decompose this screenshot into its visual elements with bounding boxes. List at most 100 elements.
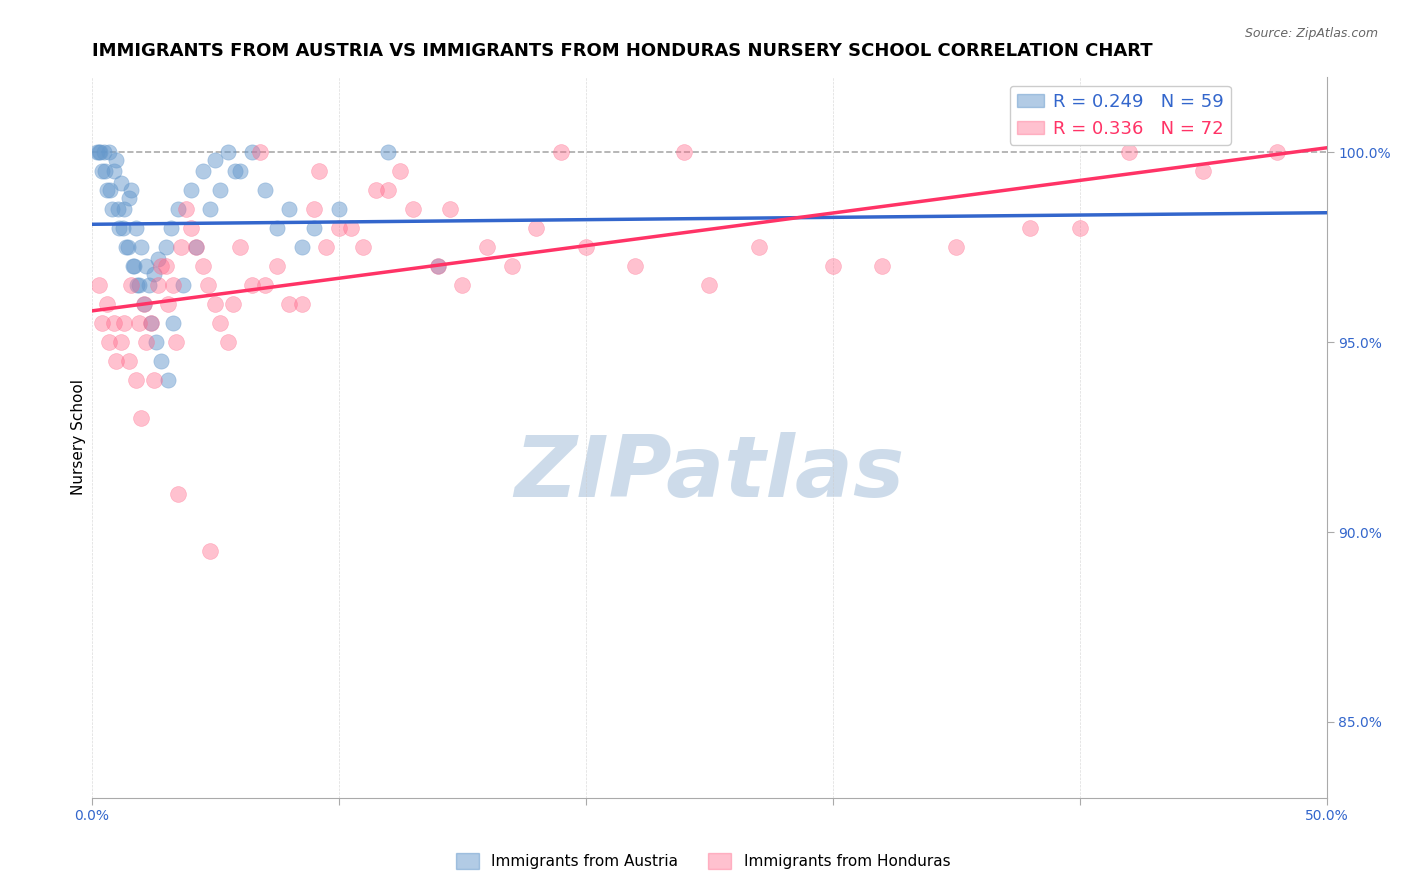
Point	[118, 354, 141, 368]
Point	[439, 202, 461, 217]
Point	[945, 240, 967, 254]
Text: ZIPatlas: ZIPatlas	[515, 432, 904, 515]
Point	[129, 240, 152, 254]
Y-axis label: Nursery School: Nursery School	[72, 379, 86, 495]
Point	[308, 164, 330, 178]
Point	[328, 202, 350, 217]
Point	[167, 202, 190, 217]
Point	[624, 260, 647, 274]
Point	[96, 297, 118, 311]
Point	[302, 221, 325, 235]
Point	[157, 297, 180, 311]
Point	[204, 153, 226, 167]
Point	[426, 260, 449, 274]
Point	[748, 240, 770, 254]
Point	[149, 260, 172, 274]
Point	[132, 297, 155, 311]
Point	[328, 221, 350, 235]
Point	[240, 145, 263, 160]
Point	[162, 316, 184, 330]
Point	[93, 145, 115, 160]
Point	[475, 240, 498, 254]
Point	[98, 335, 121, 350]
Point	[159, 221, 181, 235]
Point	[138, 278, 160, 293]
Point	[377, 184, 399, 198]
Point	[105, 354, 128, 368]
Point	[115, 240, 138, 254]
Point	[170, 240, 193, 254]
Point	[110, 176, 132, 190]
Point	[103, 164, 125, 178]
Point	[112, 202, 135, 217]
Point	[142, 267, 165, 281]
Point	[89, 145, 111, 160]
Point	[127, 278, 149, 293]
Point	[108, 221, 131, 235]
Point	[229, 164, 252, 178]
Point	[122, 260, 145, 274]
Point	[139, 316, 162, 330]
Point	[96, 184, 118, 198]
Point	[1265, 145, 1288, 160]
Point	[128, 278, 150, 293]
Point	[229, 240, 252, 254]
Point	[364, 184, 387, 198]
Point	[221, 297, 243, 311]
Point	[1069, 221, 1091, 235]
Point	[180, 221, 202, 235]
Point	[1019, 221, 1042, 235]
Point	[550, 145, 572, 160]
Point	[266, 260, 288, 274]
Point	[107, 202, 129, 217]
Point	[100, 202, 122, 217]
Point	[1118, 145, 1140, 160]
Point	[121, 260, 143, 274]
Point	[1192, 164, 1215, 178]
Point	[132, 297, 155, 311]
Point	[142, 373, 165, 387]
Point	[103, 316, 125, 330]
Point	[200, 202, 222, 217]
Point	[253, 184, 276, 198]
Point	[673, 145, 696, 160]
Point	[184, 240, 207, 254]
Point	[291, 297, 314, 311]
Point	[575, 240, 598, 254]
Point	[120, 184, 142, 198]
Text: IMMIGRANTS FROM AUSTRIA VS IMMIGRANTS FROM HONDURAS NURSERY SCHOOL CORRELATION C: IMMIGRANTS FROM AUSTRIA VS IMMIGRANTS FR…	[91, 42, 1153, 60]
Point	[209, 316, 232, 330]
Point	[191, 164, 214, 178]
Point	[200, 544, 222, 558]
Point	[172, 278, 194, 293]
Point	[209, 184, 232, 198]
Point	[870, 260, 893, 274]
Point	[155, 240, 177, 254]
Point	[224, 164, 246, 178]
Point	[278, 297, 301, 311]
Point	[240, 278, 263, 293]
Point	[217, 335, 239, 350]
Point	[135, 335, 157, 350]
Point	[86, 145, 108, 160]
Point	[98, 145, 121, 160]
Point	[204, 297, 226, 311]
Point	[90, 316, 112, 330]
Point	[149, 354, 172, 368]
Point	[191, 260, 214, 274]
Text: Source: ZipAtlas.com: Source: ZipAtlas.com	[1244, 27, 1378, 40]
Point	[90, 164, 112, 178]
Point	[145, 335, 167, 350]
Point	[426, 260, 449, 274]
Point	[98, 184, 121, 198]
Point	[524, 221, 547, 235]
Point	[249, 145, 271, 160]
Point	[197, 278, 219, 293]
Point	[112, 316, 135, 330]
Point	[389, 164, 412, 178]
Point	[111, 221, 134, 235]
Point	[266, 221, 288, 235]
Point	[157, 373, 180, 387]
Point	[128, 316, 150, 330]
Point	[135, 260, 157, 274]
